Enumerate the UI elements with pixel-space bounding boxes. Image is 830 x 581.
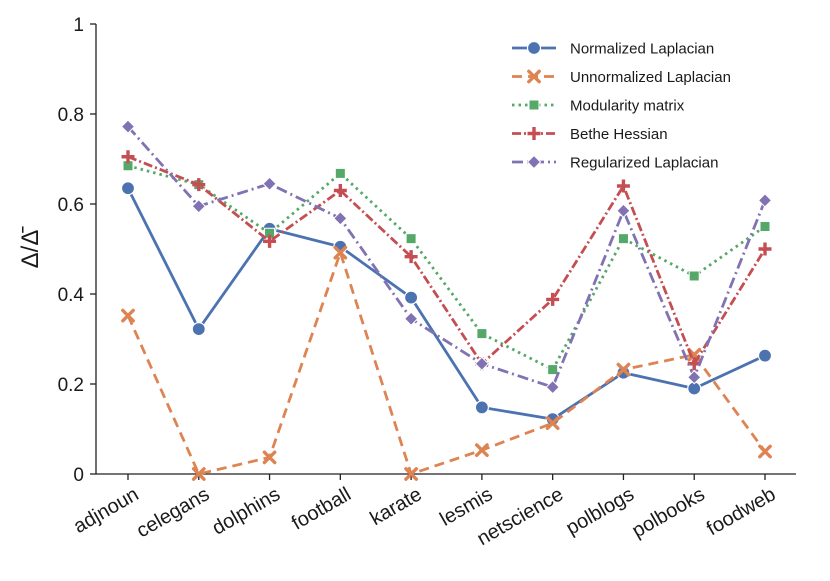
legend-entry: Normalized Laplacian — [512, 41, 714, 58]
data-point — [191, 199, 206, 214]
y-axis-title: Δ/Δ̄ — [17, 226, 44, 269]
x-tick-label: polblogs — [562, 483, 638, 539]
legend-marker — [527, 127, 541, 140]
data-point — [616, 362, 631, 377]
x-tick-label: celegans — [133, 483, 213, 542]
data-point — [120, 181, 136, 196]
data-point — [545, 379, 560, 395]
x-tick-label: dolphins — [209, 483, 285, 539]
data-point — [404, 467, 419, 481]
data-point — [404, 250, 418, 264]
data-point — [687, 370, 702, 385]
data-point — [757, 193, 773, 208]
x-tick-label: karate — [366, 483, 425, 530]
legend-marker — [528, 99, 540, 111]
legend-label: Unnormalized Laplacian — [570, 69, 731, 86]
data-point — [121, 308, 135, 323]
legend: Normalized Laplacian Unnormalized Laplaci… — [512, 41, 731, 172]
data-point — [688, 270, 700, 282]
legend-marker — [527, 69, 541, 84]
series-normalized-laplacian — [120, 181, 773, 427]
series-line-normalized-laplacian — [126, 187, 766, 421]
data-point — [121, 150, 135, 164]
series-unnormalized-laplacian — [121, 245, 772, 481]
data-point — [545, 416, 560, 431]
data-point — [262, 450, 277, 465]
x-tick-label: football — [288, 483, 355, 534]
series-regularized-laplacian — [120, 119, 773, 395]
data-point — [192, 178, 206, 192]
data-point — [333, 184, 347, 197]
y-tick-label: 0.8 — [58, 105, 84, 126]
data-point — [262, 176, 277, 191]
data-point — [616, 203, 631, 218]
y-tick-label: 1 — [73, 15, 84, 36]
data-point — [263, 234, 277, 248]
series-line-bethe-hessian — [127, 155, 767, 366]
legend-label: Modularity matrix — [570, 98, 685, 115]
y-tick-label: 0 — [73, 465, 84, 486]
legend-entry: Modularity matrix — [512, 98, 685, 115]
x-tick-label: foodweb — [703, 483, 779, 540]
data-point — [191, 467, 206, 481]
data-point — [758, 242, 772, 256]
data-point — [333, 211, 348, 226]
data-point — [617, 233, 629, 245]
y-tick-label: 0.4 — [58, 285, 85, 306]
data-point — [547, 364, 559, 376]
data-point — [616, 179, 630, 193]
data-point — [334, 167, 346, 179]
data-point — [474, 443, 489, 458]
legend-entry: Unnormalized Laplacian — [512, 69, 731, 86]
series-bethe-hessian — [121, 150, 772, 371]
legend-marker — [526, 154, 542, 170]
legend-label: Bethe Hessian — [570, 126, 668, 143]
y-tick-label: 0.2 — [58, 375, 84, 396]
legend-label: Normalized Laplacian — [570, 41, 714, 58]
data-point — [474, 400, 489, 415]
data-point — [333, 245, 348, 260]
series-layer — [120, 119, 773, 481]
series-line-regularized-laplacian — [126, 125, 767, 389]
x-tick-label: adjnoun — [70, 483, 143, 538]
data-point — [758, 444, 772, 459]
data-point — [759, 221, 771, 232]
data-point — [474, 356, 490, 371]
series-modularity-matrix — [122, 160, 771, 376]
series-line-unnormalized-laplacian — [126, 251, 767, 476]
data-point — [757, 348, 773, 363]
data-point — [546, 292, 560, 306]
x-tick-label: polbooks — [628, 483, 708, 542]
legend-entry: Regularized Laplacian — [512, 155, 718, 172]
data-point — [403, 311, 419, 326]
legend-entry: Bethe Hessian — [512, 126, 668, 143]
legend-label: Regularized Laplacian — [570, 155, 718, 172]
legend-marker — [526, 40, 542, 56]
data-point — [476, 328, 488, 340]
data-point — [191, 322, 206, 337]
data-point — [404, 290, 419, 305]
data-point — [405, 233, 417, 245]
series-line-modularity-matrix — [127, 164, 766, 372]
y-tick-label: 0.6 — [58, 195, 84, 216]
data-point — [120, 119, 136, 134]
